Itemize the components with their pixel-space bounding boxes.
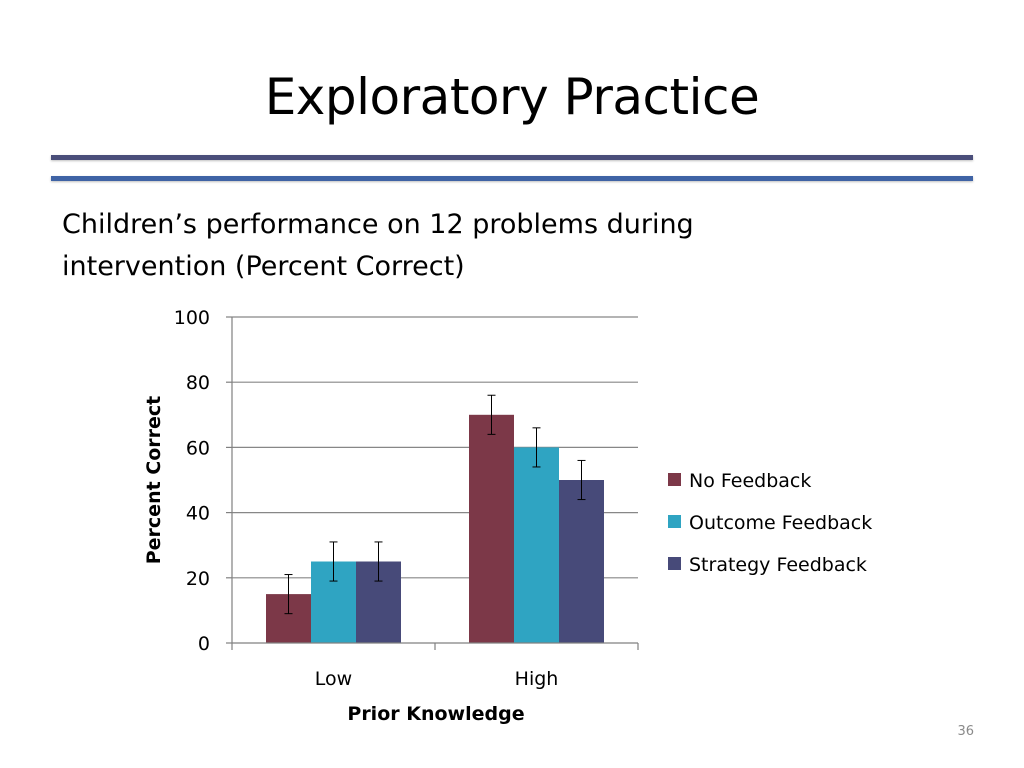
subtitle-line-2: intervention (Percent Correct)	[62, 251, 465, 282]
legend-swatch	[668, 515, 681, 528]
subtitle-line-1: Children’s performance on 12 problems du…	[62, 209, 694, 240]
error-bars	[284, 394, 586, 615]
legend-label: No Feedback	[689, 470, 811, 492]
y-tick-label: 20	[186, 568, 210, 590]
x-tick-label: Low	[315, 668, 352, 690]
bars	[266, 414, 604, 643]
gridlines	[232, 316, 638, 579]
title-rule-top	[51, 155, 973, 160]
x-axis-label: Prior Knowledge	[347, 703, 524, 725]
legend-label: Strategy Feedback	[689, 554, 867, 576]
y-tick-label: 60	[186, 437, 210, 459]
x-tick-label: High	[515, 668, 559, 690]
slide-number: 36	[957, 724, 974, 739]
y-axis-label: Percent Correct	[143, 396, 165, 565]
tick-labels: 0 20 40 60 80 100 Low High	[174, 307, 559, 690]
legend: No Feedback Outcome Feedback Strategy Feed…	[668, 470, 872, 576]
bar	[469, 414, 514, 643]
bar	[514, 447, 559, 643]
title-rule-bottom	[51, 176, 973, 181]
legend-swatch	[668, 557, 681, 570]
slide-title: Exploratory Practice	[264, 68, 760, 126]
legend-swatch	[668, 473, 681, 486]
bar	[559, 480, 604, 643]
y-tick-label: 0	[198, 633, 210, 655]
y-tick-label: 80	[186, 372, 210, 394]
axes	[226, 316, 639, 650]
y-tick-label: 100	[174, 307, 210, 329]
y-tick-label: 40	[186, 503, 210, 525]
slide-subtitle: Children’s performance on 12 problems du…	[62, 204, 782, 288]
legend-label: Outcome Feedback	[689, 512, 872, 534]
